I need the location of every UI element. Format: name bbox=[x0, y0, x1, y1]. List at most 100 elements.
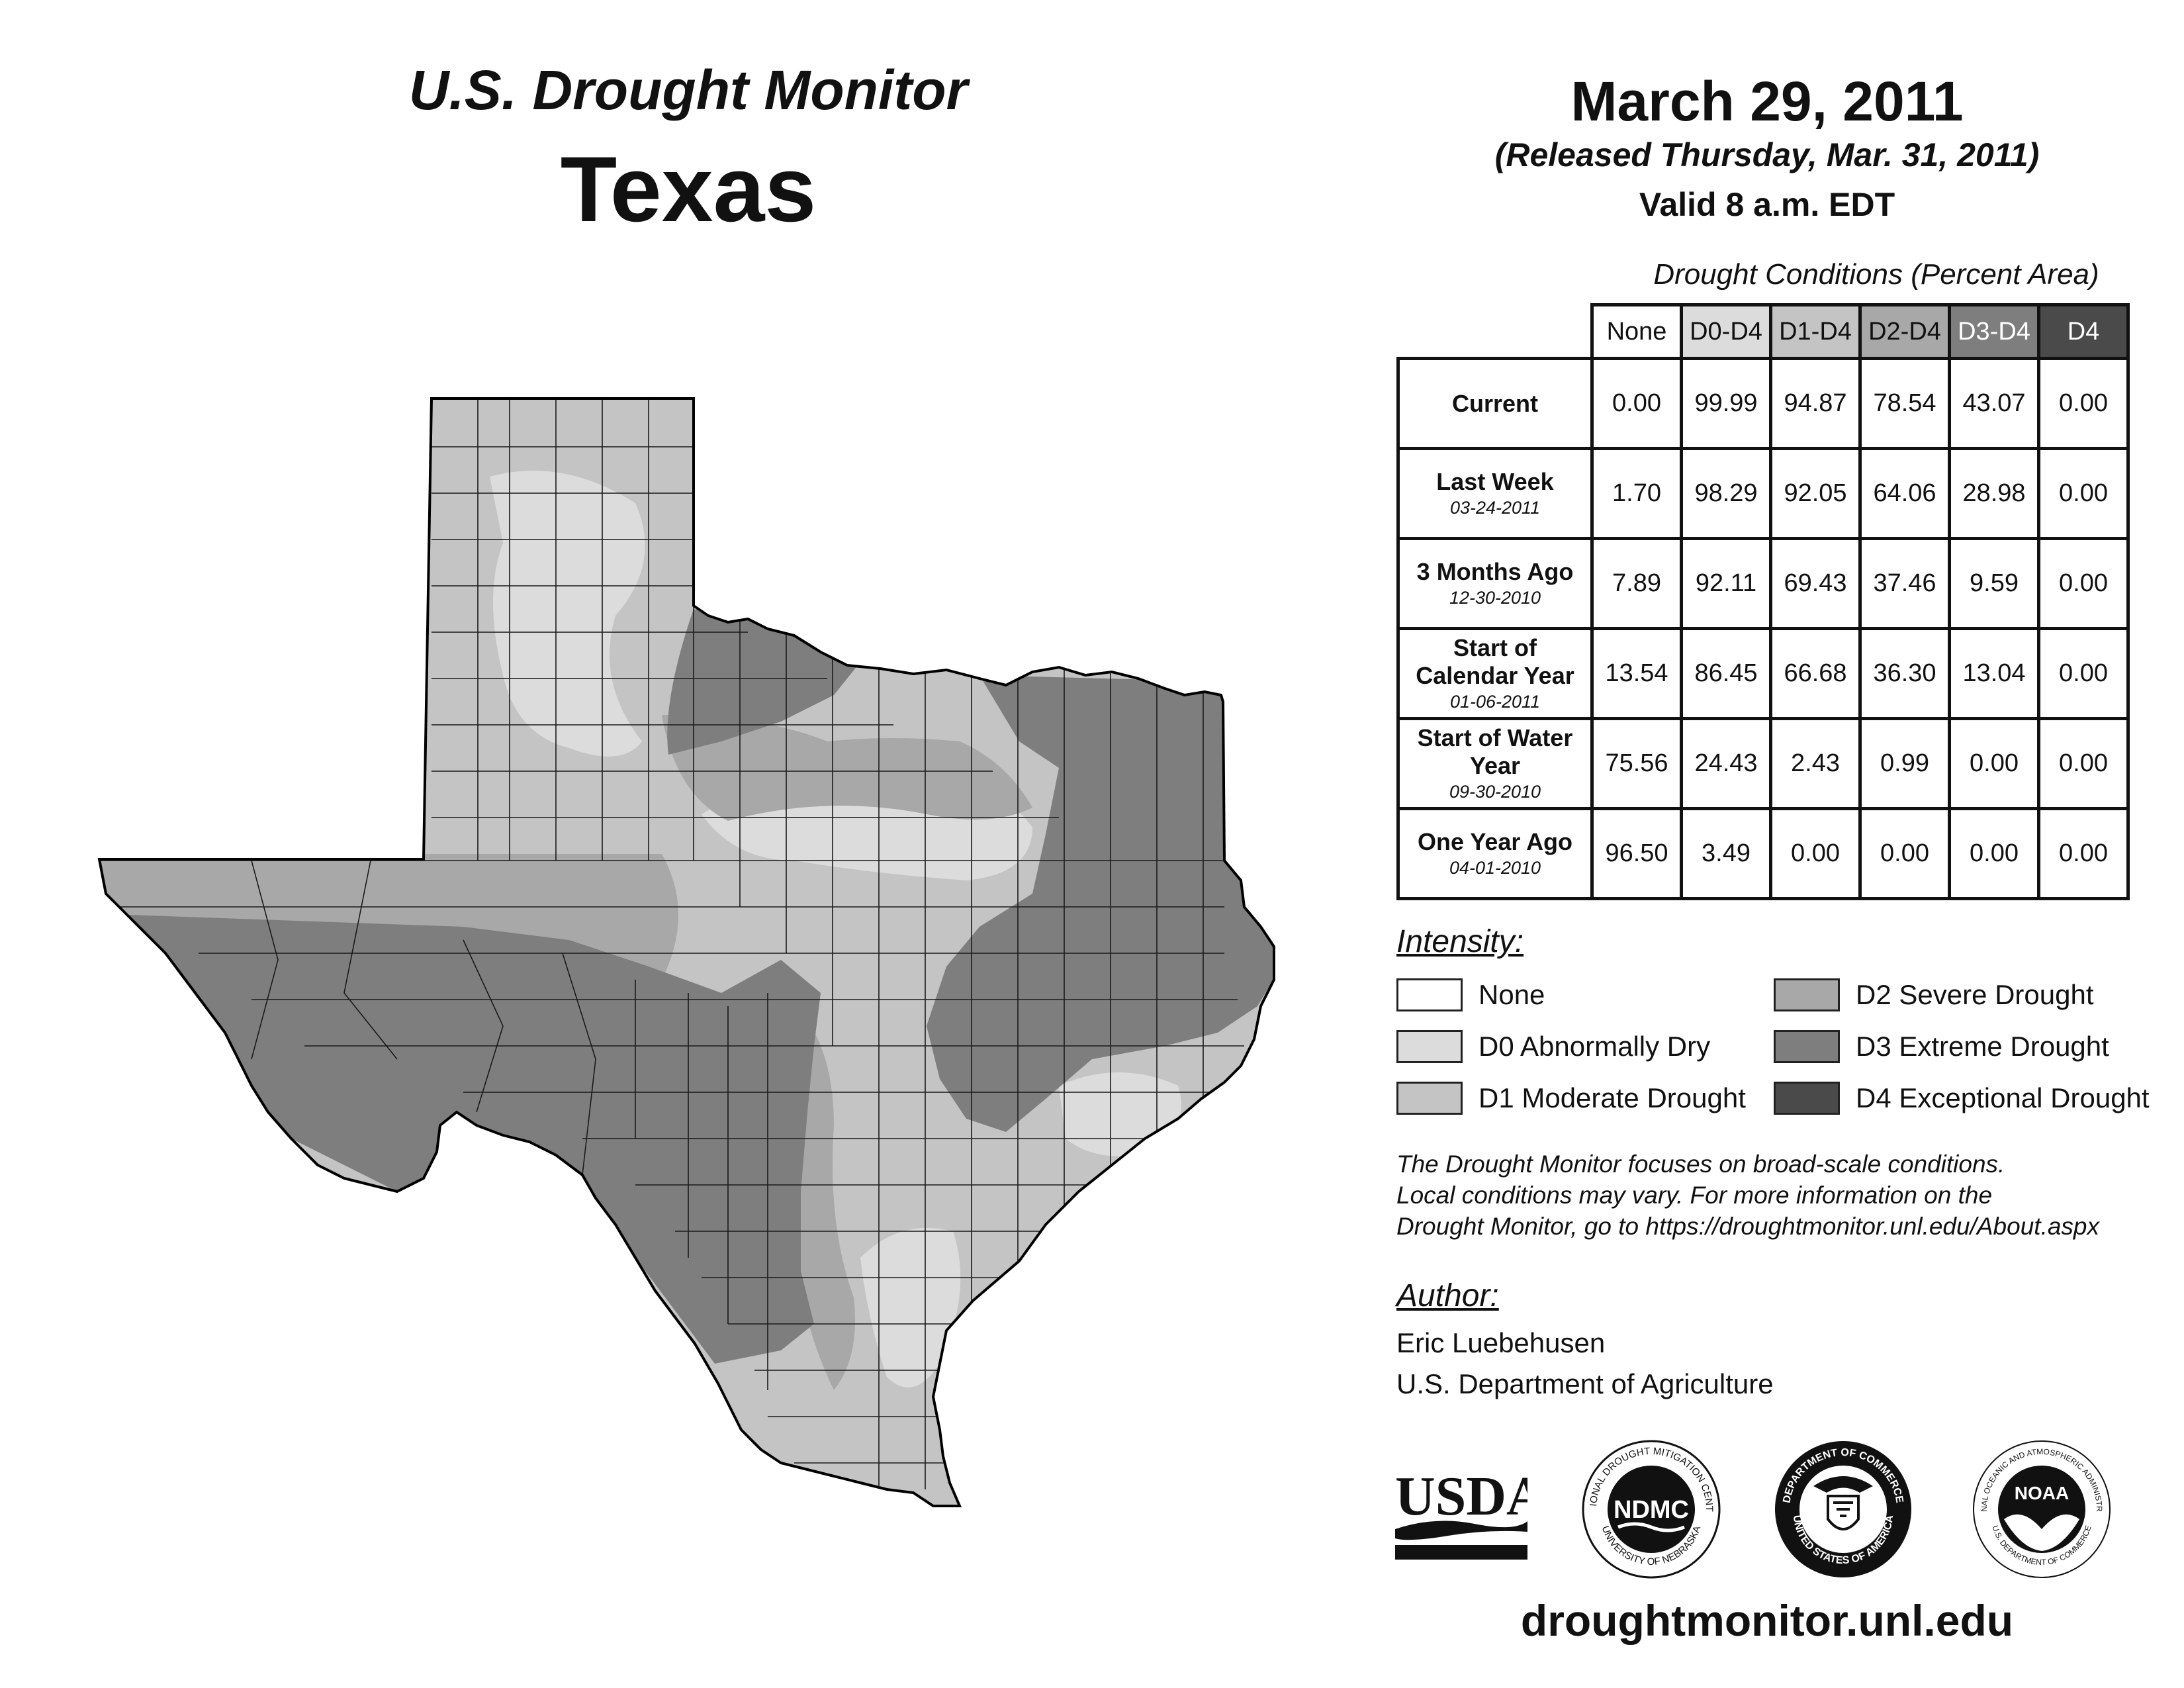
table-cell: 0.00 bbox=[1769, 807, 1862, 900]
map-region-d0-coast bbox=[1059, 1072, 1181, 1156]
row-label: Last Week 03-24-2011 bbox=[1396, 447, 1594, 540]
author-block: Eric Luebehusen U.S. Department of Agric… bbox=[1396, 1323, 1774, 1405]
state-title: Texas bbox=[560, 137, 817, 241]
row-date: 04-01-2010 bbox=[1449, 857, 1541, 878]
usda-logo: USDA bbox=[1395, 1466, 1527, 1560]
table-cell: 37.46 bbox=[1858, 537, 1951, 630]
table-cell: 0.99 bbox=[1858, 717, 1951, 810]
table-cell: 13.54 bbox=[1590, 627, 1683, 720]
table-cell: 1.70 bbox=[1590, 447, 1683, 540]
table-row: Last Week 03-24-2011 1.70 98.29 92.05 64.… bbox=[1396, 447, 2130, 540]
note-line: Drought Monitor, go to https://droughtmo… bbox=[1396, 1213, 2099, 1240]
legend-item-d3: D3 Extreme Drought bbox=[1774, 1028, 2150, 1065]
table-cell: 78.54 bbox=[1858, 357, 1951, 450]
row-date: 03-24-2011 bbox=[1449, 497, 1541, 518]
legend-swatch-d3 bbox=[1774, 1030, 1840, 1063]
legend-label: D3 Extreme Drought bbox=[1856, 1031, 2109, 1062]
row-date: 12-30-2010 bbox=[1449, 587, 1541, 608]
row-label: 3 Months Ago 12-30-2010 bbox=[1396, 537, 1594, 630]
table-cell: 96.50 bbox=[1590, 807, 1683, 900]
table-cell: 0.00 bbox=[2037, 717, 2130, 810]
table-cell: 9.59 bbox=[1948, 537, 2040, 630]
legend-label: D0 Abnormally Dry bbox=[1479, 1031, 1711, 1062]
table-row: One Year Ago 04-01-2010 96.50 3.49 0.00 0… bbox=[1396, 807, 2130, 900]
ndmc-logo-text: NDMC bbox=[1614, 1496, 1689, 1524]
col-header-d0-d4: D0-D4 bbox=[1680, 303, 1772, 360]
table-cell: 7.89 bbox=[1590, 537, 1683, 630]
table-cell: 28.98 bbox=[1948, 447, 2040, 540]
footer-url-link[interactable]: droughtmonitor.unl.edu bbox=[1520, 1596, 2014, 1645]
drought-conditions-table: None D0-D4 D1-D4 D2-D4 D3-D4 D4 Current … bbox=[1396, 303, 2130, 900]
table-cell: 0.00 bbox=[1948, 717, 2040, 810]
col-header-none: None bbox=[1590, 303, 1683, 360]
county-grid bbox=[99, 399, 1244, 1489]
texas-drought-map bbox=[98, 397, 1275, 1507]
table-cell: 75.56 bbox=[1590, 717, 1683, 810]
department-of-commerce-seal: DEPARTMENT OF COMMERCE UNITED STATES OF … bbox=[1775, 1441, 1911, 1577]
col-header-d3-d4: D3-D4 bbox=[1948, 303, 2040, 360]
table-cell: 43.07 bbox=[1948, 357, 2040, 450]
table-cell: 0.00 bbox=[1590, 357, 1683, 450]
table-cell: 64.06 bbox=[1858, 447, 1951, 540]
monitor-title: U.S. Drought Monitor bbox=[408, 59, 968, 121]
table-cell: 94.87 bbox=[1769, 357, 1862, 450]
col-header-d2-d4: D2-D4 bbox=[1858, 303, 1951, 360]
table-cell: 24.43 bbox=[1680, 717, 1772, 810]
noaa-logo-text: NOAA bbox=[2015, 1483, 2069, 1503]
legend-label: D1 Moderate Drought bbox=[1479, 1082, 1746, 1113]
author-title: Author: bbox=[1396, 1278, 1499, 1313]
table-cell: 13.04 bbox=[1948, 627, 2040, 720]
legend-column-right: D2 Severe Drought D3 Extreme Drought D4 … bbox=[1774, 976, 2150, 1117]
table-cell: 98.29 bbox=[1680, 447, 1772, 540]
usda-logo-text: USDA bbox=[1395, 1466, 1527, 1527]
table-cell: 92.05 bbox=[1769, 447, 1862, 540]
row-label: Start of Calendar Year 01-06-2011 bbox=[1396, 627, 1594, 720]
legend-swatch-d4 bbox=[1774, 1082, 1840, 1115]
table-row: Start of Water Year 09-30-2010 75.56 24.4… bbox=[1396, 717, 2130, 810]
release-date: (Released Thursday, Mar. 31, 2011) bbox=[1494, 136, 2040, 173]
legend-item-d2: D2 Severe Drought bbox=[1774, 976, 2150, 1013]
noaa-logo: NATIONAL OCEANIC AND ATMOSPHERIC ADMINIS… bbox=[1972, 1440, 2111, 1578]
legend-title: Intensity: bbox=[1396, 924, 1524, 959]
table-cell: 0.00 bbox=[2037, 627, 2130, 720]
table-row: Start of Calendar Year 01-06-2011 13.54 8… bbox=[1396, 627, 2130, 720]
table-cell: 2.43 bbox=[1769, 717, 1862, 810]
table-cell: 0.00 bbox=[1948, 807, 2040, 900]
legend-item-none: None bbox=[1396, 976, 1746, 1013]
note-line: Local conditions may vary. For more info… bbox=[1396, 1182, 1993, 1209]
row-label: One Year Ago 04-01-2010 bbox=[1396, 807, 1594, 900]
author-organization: U.S. Department of Agriculture bbox=[1396, 1368, 1774, 1399]
table-cell: 69.43 bbox=[1769, 537, 1862, 630]
table-cell: 3.49 bbox=[1680, 807, 1772, 900]
legend-swatch-none bbox=[1396, 978, 1463, 1011]
map-date: March 29, 2011 bbox=[1570, 70, 1964, 132]
row-date: 09-30-2010 bbox=[1449, 781, 1541, 802]
table-cell: 0.00 bbox=[2037, 807, 2130, 900]
disclaimer-note: The Drought Monitor focuses on broad-sca… bbox=[1396, 1149, 2177, 1242]
col-header-d1-d4: D1-D4 bbox=[1769, 303, 1862, 360]
table-cell: 99.99 bbox=[1680, 357, 1772, 450]
legend-column-left: None D0 Abnormally Dry D1 Moderate Droug… bbox=[1396, 976, 1746, 1117]
legend-label: D4 Exceptional Drought bbox=[1856, 1082, 2150, 1113]
legend-item-d1: D1 Moderate Drought bbox=[1396, 1080, 1746, 1117]
row-label: Current bbox=[1396, 357, 1594, 450]
map-region-d2-central bbox=[662, 715, 1032, 821]
map-region-d0-panhandle bbox=[490, 471, 645, 757]
table-cell: 66.68 bbox=[1769, 627, 1862, 720]
map-region-d3-east bbox=[927, 675, 1274, 1132]
author-name: Eric Luebehusen bbox=[1396, 1327, 1606, 1358]
table-header-row: None D0-D4 D1-D4 D2-D4 D3-D4 D4 bbox=[1398, 303, 2130, 360]
legend-swatch-d0 bbox=[1396, 1030, 1463, 1063]
table-cell: 0.00 bbox=[1858, 807, 1951, 900]
legend-swatch-d2 bbox=[1774, 978, 1840, 1011]
table-cell: 0.00 bbox=[2037, 447, 2130, 540]
legend-item-d0: D0 Abnormally Dry bbox=[1396, 1028, 1746, 1065]
table-cell: 0.00 bbox=[2037, 537, 2130, 630]
table-cell: 36.30 bbox=[1858, 627, 1951, 720]
row-label: Start of Water Year 09-30-2010 bbox=[1396, 717, 1594, 810]
table-cell: 86.45 bbox=[1680, 627, 1772, 720]
col-header-d4: D4 bbox=[2037, 303, 2130, 360]
table-header-blank bbox=[1398, 305, 1592, 360]
legend-label: D2 Severe Drought bbox=[1856, 979, 2094, 1010]
legend-swatch-d1 bbox=[1396, 1082, 1463, 1115]
